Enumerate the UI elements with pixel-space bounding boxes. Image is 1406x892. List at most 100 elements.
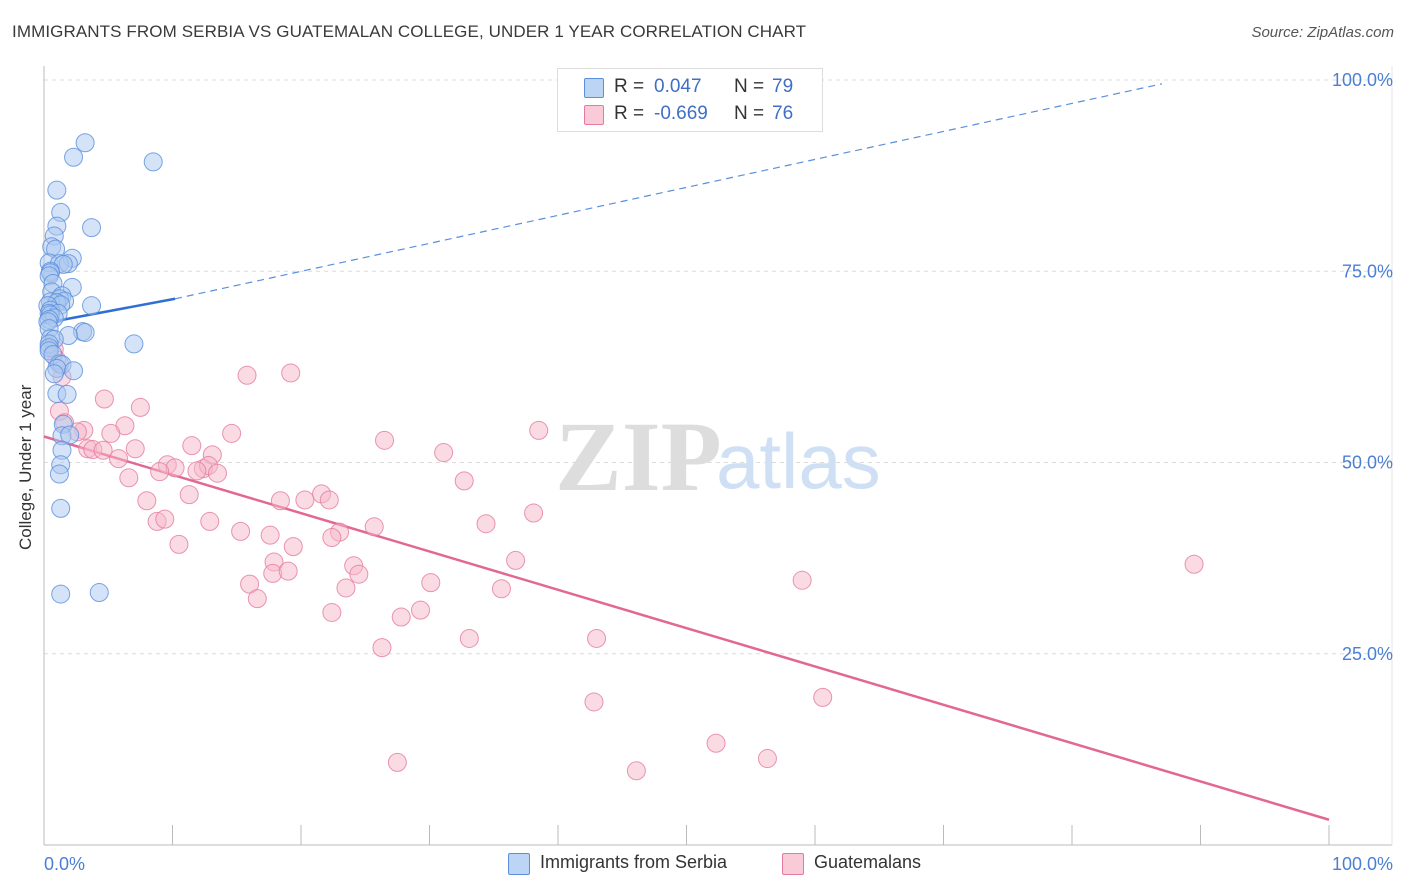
point-serbia: [82, 218, 102, 238]
trend-serbia: [43, 297, 176, 325]
point-guatemalan: [319, 490, 339, 510]
trend-serbia-dashed: [174, 83, 1163, 300]
source-label: Source: ZipAtlas.com: [1251, 24, 1394, 41]
point-serbia: [124, 334, 144, 354]
point-guatemalan: [101, 423, 121, 443]
point-guatemalan: [1184, 554, 1204, 574]
point-guatemalan: [109, 449, 129, 469]
point-guatemalan: [813, 687, 833, 707]
y-axis-label: College, Under 1 year: [16, 384, 35, 550]
point-guatemalan: [270, 491, 290, 511]
x-tick-label: 100.0%: [1332, 854, 1393, 874]
point-guatemalan: [375, 430, 395, 450]
watermark-atlas: atlas: [716, 417, 881, 505]
point-guatemalan: [207, 463, 227, 483]
point-guatemalan: [364, 517, 384, 537]
point-guatemalan: [506, 550, 526, 570]
point-guatemalan: [222, 423, 242, 443]
point-guatemalan: [237, 365, 257, 385]
point-guatemalan: [706, 733, 726, 753]
y-tick-label: 50.0%: [1342, 453, 1393, 473]
point-serbia: [82, 296, 102, 316]
point-guatemalan: [281, 363, 301, 383]
point-serbia: [64, 147, 84, 167]
legend-swatch-serbia: [508, 853, 530, 875]
stats-box: R = 0.047 N = 79 R = -0.669 N = 76: [557, 68, 823, 132]
point-serbia: [75, 133, 95, 153]
point-guatemalan: [454, 471, 474, 491]
point-guatemalan: [295, 490, 315, 510]
x-tick-label: 0.0%: [44, 854, 85, 874]
point-guatemalan: [529, 420, 549, 440]
point-guatemalan: [626, 761, 646, 781]
point-serbia: [143, 152, 163, 172]
serbia-swatch: [584, 78, 604, 98]
point-serbia: [51, 498, 71, 518]
point-guatemalan: [278, 561, 298, 581]
point-guatemalan: [155, 509, 175, 529]
legend-swatch-guatemalan: [782, 853, 804, 875]
point-guatemalan: [179, 485, 199, 505]
point-guatemalan: [459, 628, 479, 648]
point-guatemalan: [322, 602, 342, 622]
data-points: [38, 133, 1204, 781]
legend-label-serbia: Immigrants from Serbia: [540, 852, 728, 872]
stats-row-serbia: R = 0.047 N = 79: [558, 73, 822, 101]
point-serbia: [64, 361, 84, 381]
point-guatemalan: [524, 503, 544, 523]
point-guatemalan: [387, 752, 407, 772]
y-tick-label: 25.0%: [1342, 644, 1393, 664]
point-guatemalan: [260, 525, 280, 545]
point-guatemalan: [94, 389, 114, 409]
point-guatemalan: [322, 527, 342, 547]
point-guatemalan: [584, 692, 604, 712]
point-guatemalan: [792, 570, 812, 590]
r-label: R =: [614, 103, 645, 124]
point-serbia: [44, 364, 64, 384]
r-label: R =: [614, 76, 645, 97]
point-serbia: [89, 583, 109, 603]
n-label: N =: [734, 76, 765, 97]
point-guatemalan: [130, 397, 150, 417]
legend-label-guatemalan: Guatemalans: [814, 852, 922, 872]
point-guatemalan: [150, 462, 170, 482]
trend-lines: [43, 83, 1330, 821]
point-guatemalan: [187, 461, 207, 481]
point-guatemalan: [349, 564, 369, 584]
point-guatemalan: [200, 511, 220, 531]
point-serbia: [57, 384, 77, 404]
stats-row-guatemalan: R = -0.669 N = 76: [558, 100, 822, 128]
n-value: 79: [772, 76, 794, 97]
point-guatemalan: [491, 579, 511, 599]
point-serbia: [75, 322, 95, 342]
point-guatemalan: [757, 749, 777, 769]
y-tick-label: 75.0%: [1342, 261, 1393, 281]
trend-guatemalan: [43, 435, 1330, 821]
chart-title: IMMIGRANTS FROM SERBIA VS GUATEMALAN COL…: [12, 22, 807, 41]
r-value: 0.047: [654, 76, 702, 97]
point-guatemalan: [93, 440, 113, 460]
point-guatemalan: [434, 443, 454, 463]
point-guatemalan: [336, 578, 356, 598]
point-guatemalan: [169, 534, 189, 554]
point-guatemalan: [125, 439, 145, 459]
point-serbia: [49, 464, 69, 484]
point-guatemalan: [587, 628, 607, 648]
point-guatemalan: [247, 589, 267, 609]
axes: [43, 66, 1393, 846]
point-guatemalan: [372, 638, 392, 658]
point-guatemalan: [421, 573, 441, 593]
tick-labels: 100.0% 75.0% 50.0% 25.0% 0.0% 100.0%: [44, 70, 1393, 874]
point-guatemalan: [119, 468, 139, 488]
point-guatemalan: [231, 521, 251, 541]
point-guatemalan: [283, 537, 303, 557]
point-guatemalan: [137, 491, 157, 511]
point-guatemalan: [182, 436, 202, 456]
point-serbia: [47, 180, 67, 200]
point-serbia: [60, 425, 80, 445]
n-label: N =: [734, 103, 765, 124]
watermark-zip: ZIP: [555, 401, 722, 512]
r-value: -0.669: [654, 103, 708, 124]
